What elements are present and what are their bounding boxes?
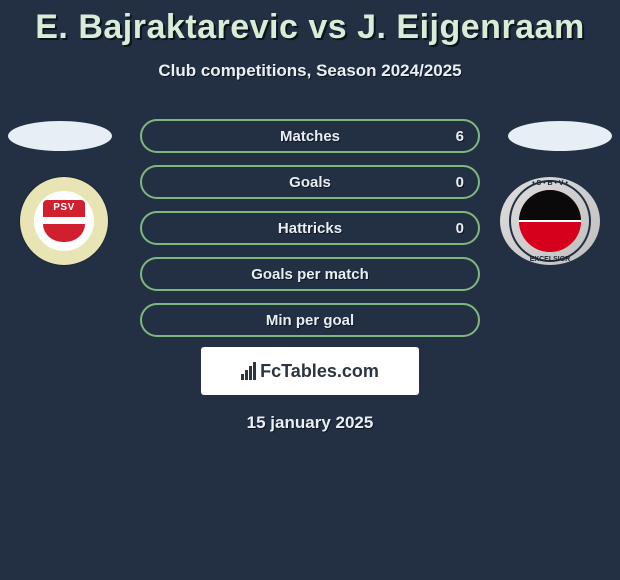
page-title: E. Bajraktarevic vs J. Eijgenraam: [0, 0, 620, 47]
stat-right-value: 0: [456, 220, 464, 237]
bar-chart-icon: [241, 362, 256, 380]
brand-link[interactable]: FcTables.com: [201, 347, 419, 395]
excelsior-text-top: • S • B • V •: [500, 180, 600, 187]
stat-label: Goals: [289, 174, 331, 191]
psv-logo-icon: PSV: [20, 177, 108, 265]
footer-date: 15 january 2025: [0, 413, 620, 433]
excelsior-logo-icon: • S • B • V • EXCELSIOR: [500, 177, 600, 265]
excelsior-text-bottom: EXCELSIOR: [500, 256, 600, 263]
club-badge-right: • S • B • V • EXCELSIOR: [500, 177, 600, 265]
stat-label: Hattricks: [278, 220, 342, 237]
stat-label: Min per goal: [266, 312, 354, 329]
stat-row-matches: Matches 6: [140, 119, 480, 153]
stat-right-value: 6: [456, 128, 464, 145]
stat-right-value: 0: [456, 174, 464, 191]
brand-label: FcTables.com: [260, 361, 379, 382]
stat-list: Matches 6 Goals 0 Hattricks 0 Goals per …: [140, 119, 480, 337]
comparison-panel: PSV • S • B • V • EXCELSIOR Matches 6 Go…: [0, 101, 620, 441]
stat-row-min-per-goal: Min per goal: [140, 303, 480, 337]
stat-row-hattricks: Hattricks 0: [140, 211, 480, 245]
player-right-marker: [508, 121, 612, 151]
stat-label: Matches: [280, 128, 340, 145]
page-subtitle: Club competitions, Season 2024/2025: [0, 61, 620, 81]
psv-logo-text: PSV: [43, 202, 85, 213]
club-badge-left: PSV: [20, 177, 120, 265]
stat-label: Goals per match: [251, 266, 369, 283]
stat-row-goals: Goals 0: [140, 165, 480, 199]
stat-row-goals-per-match: Goals per match: [140, 257, 480, 291]
player-left-marker: [8, 121, 112, 151]
